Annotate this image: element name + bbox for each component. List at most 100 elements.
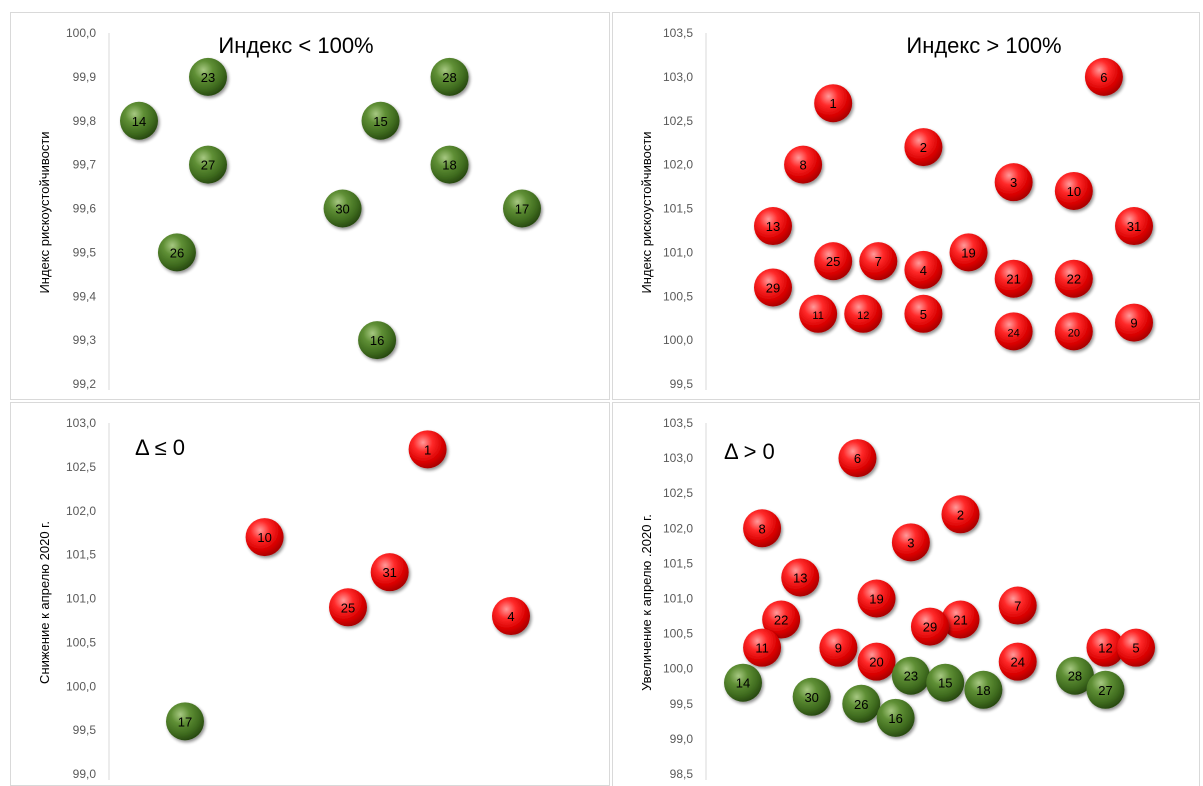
y-tick-label: 100,0	[66, 679, 96, 693]
point-label: 27	[201, 158, 215, 173]
data-point-24: 24	[994, 312, 1033, 351]
chart-panel-index-above-100: 103,5 103,0 102,5 102,0 101,5 101,0 100,5 100,0…	[612, 12, 1200, 400]
point-label: 17	[178, 714, 192, 729]
data-point-8: 8	[743, 509, 782, 548]
point-label: 25	[826, 254, 840, 269]
y-tick-label: 99,0	[73, 767, 97, 781]
point-marker	[1115, 303, 1153, 342]
chart-panel-delta-nonpositive: 103,0 102,5 102,0 101,5 101,0 100,5 100,0 99,5 9…	[10, 402, 610, 786]
data-point-19: 19	[949, 233, 988, 272]
point-label: 2	[957, 507, 964, 522]
y-tick-label: 101,5	[66, 548, 96, 562]
point-label: 30	[335, 202, 349, 217]
data-point-31: 31	[1115, 207, 1153, 246]
data-point-8: 8	[784, 145, 823, 184]
point-label: 7	[875, 254, 882, 269]
point-label: 4	[920, 263, 927, 278]
data-point-30: 30	[323, 189, 362, 228]
point-marker	[1055, 656, 1094, 695]
point-marker	[814, 84, 853, 123]
point-label: 1	[830, 96, 837, 111]
point-marker	[844, 294, 883, 333]
point-label: 19	[869, 592, 883, 607]
data-point-14: 14	[724, 663, 762, 702]
point-label: 17	[515, 202, 529, 217]
data-point-3: 3	[994, 163, 1033, 202]
point-marker	[743, 509, 782, 548]
data-point-11: 11	[799, 294, 838, 333]
data-point-10: 10	[245, 518, 284, 557]
data-point-27: 27	[1086, 670, 1125, 709]
point-label: 16	[370, 333, 384, 348]
y-tick-label: 101,5	[663, 202, 693, 216]
y-tick-label: 103,0	[66, 416, 96, 430]
data-point-4: 4	[492, 597, 530, 636]
y-tick-label: 102,5	[66, 460, 96, 474]
scatter-chart-index-below-100: 100,0 99,9 99,8 99,7 99,6 99,5 99,4 99,3 99,2 Инд…	[37, 26, 541, 391]
data-point-4: 4	[904, 250, 943, 289]
chart-title: Индекс > 100%	[906, 33, 1061, 58]
data-point-28: 28	[1055, 656, 1094, 695]
point-label: 1	[424, 442, 431, 457]
point-marker	[1115, 207, 1153, 246]
data-point-27: 27	[189, 145, 228, 184]
point-marker	[941, 600, 980, 639]
y-tick-label: 99,7	[73, 158, 97, 172]
y-tick-label: 100,0	[663, 662, 693, 676]
point-marker	[904, 128, 943, 167]
point-label: 23	[201, 70, 215, 85]
data-point-30: 30	[792, 677, 831, 716]
y-axis-title: Индекс рискоустойчивости	[37, 131, 52, 293]
data-point-24: 24	[998, 642, 1037, 681]
data-point-9: 9	[819, 628, 858, 667]
y-tick-label: 99,8	[73, 114, 97, 128]
point-marker	[762, 600, 801, 639]
data-point-25: 25	[814, 242, 853, 281]
y-tick-label: 102,0	[663, 158, 693, 172]
y-tick-label: 102,0	[66, 504, 96, 518]
point-marker	[1054, 171, 1093, 210]
point-label: 13	[793, 570, 807, 585]
point-marker	[329, 588, 367, 627]
data-point-15: 15	[926, 663, 965, 702]
y-tick-label: 98,5	[670, 767, 694, 781]
point-marker	[781, 558, 820, 597]
point-label: 23	[904, 669, 918, 684]
data-point-19: 19	[857, 579, 896, 618]
point-label: 8	[758, 521, 765, 536]
point-label: 7	[1014, 599, 1021, 614]
y-tick-label: 100,5	[66, 635, 96, 649]
point-marker	[430, 145, 469, 184]
y-tick-label: 101,0	[66, 592, 96, 606]
y-tick-label: 99,3	[73, 333, 97, 347]
point-label: 21	[1006, 272, 1020, 287]
data-point-20: 20	[1054, 312, 1093, 351]
point-marker	[799, 294, 838, 333]
point-marker	[904, 294, 943, 333]
point-label: 5	[920, 307, 927, 322]
data-point-16: 16	[876, 698, 915, 737]
y-tick-label: 102,0	[663, 521, 693, 535]
data-point-21: 21	[994, 259, 1033, 298]
point-label: 5	[1132, 641, 1139, 656]
data-point-22: 22	[762, 600, 801, 639]
scatter-chart-delta-positive: 103,5 103,0 102,5 102,0 101,5 101,0 100,5 100,0…	[639, 416, 1155, 781]
point-marker	[358, 321, 397, 360]
point-marker	[408, 430, 447, 469]
point-label: 18	[976, 683, 990, 698]
point-marker	[998, 642, 1037, 681]
point-marker	[814, 242, 853, 281]
point-label: 13	[766, 219, 780, 234]
point-marker	[166, 702, 204, 741]
data-point-17: 17	[503, 189, 541, 228]
point-label: 6	[854, 451, 861, 466]
point-marker	[891, 656, 930, 695]
scatter-chart-index-above-100: 103,5 103,0 102,5 102,0 101,5 101,0 100,5 100,0…	[639, 26, 1153, 391]
point-label: 12	[857, 310, 869, 322]
point-marker	[926, 663, 965, 702]
point-label: 3	[1010, 175, 1017, 190]
chart-panel-delta-positive: 103,5 103,0 102,5 102,0 101,5 101,0 100,5 100,0…	[612, 402, 1200, 786]
point-label: 8	[799, 158, 806, 173]
data-point-1: 1	[408, 430, 447, 469]
point-label: 30	[804, 690, 818, 705]
